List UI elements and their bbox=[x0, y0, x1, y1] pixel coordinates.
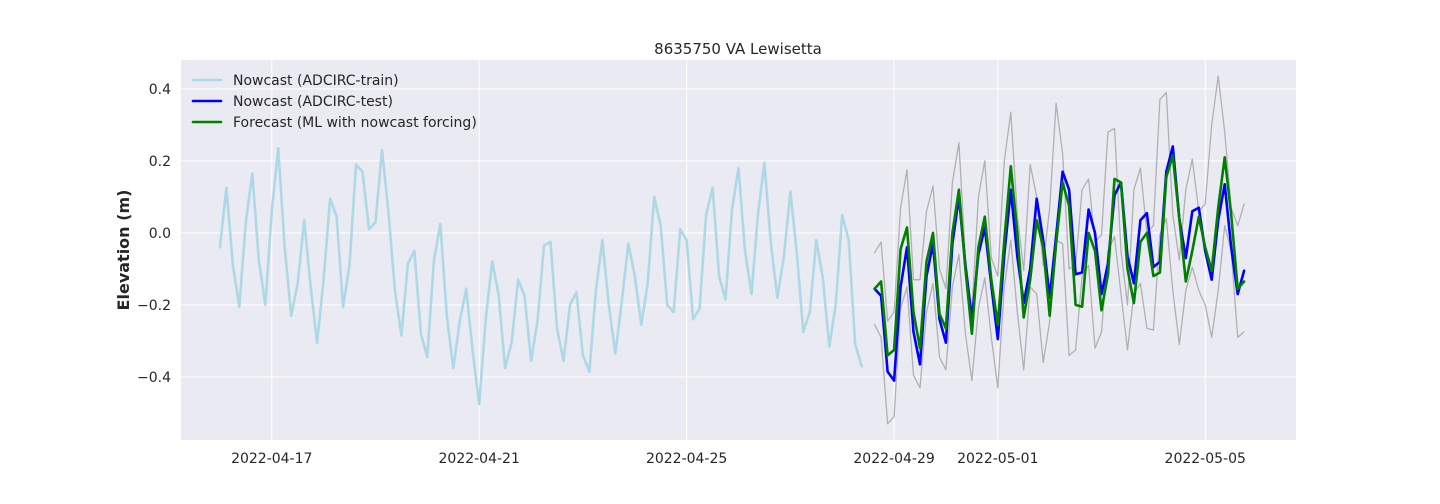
uncertainty-bands bbox=[873, 75, 1245, 425]
legend: Nowcast (ADCIRC-train) Nowcast (ADCIRC-te… bbox=[191, 73, 477, 131]
y-axis-tick-labels: −0.4 −0.2 0.0 0.2 0.4 bbox=[137, 82, 171, 386]
x-tick-label: 2022-05-01 bbox=[957, 451, 1038, 467]
series-lines bbox=[218, 145, 1246, 406]
series-line-forecast-ml-with-nowcast-forcing bbox=[873, 154, 1246, 357]
x-tick-label: 2022-04-29 bbox=[853, 451, 934, 467]
band-upper-line bbox=[873, 75, 1245, 322]
x-tick-label: 2022-05-05 bbox=[1165, 451, 1246, 467]
x-tick-label: 2022-04-17 bbox=[231, 451, 312, 467]
legend-item-forecast-ml-with-nowcast-forcing: Forecast (ML with nowcast forcing) bbox=[191, 115, 477, 131]
legend-item-nowcast-adcirc-train: Nowcast (ADCIRC-train) bbox=[191, 73, 399, 89]
y-tick-label: 0.4 bbox=[149, 82, 171, 98]
legend-label: Nowcast (ADCIRC-train) bbox=[233, 73, 399, 89]
x-tick-label: 2022-04-25 bbox=[646, 451, 727, 467]
chart-title: 8635750 VA Lewisetta bbox=[654, 40, 822, 58]
y-tick-label: −0.2 bbox=[137, 298, 171, 314]
x-tick-label: 2022-04-21 bbox=[439, 451, 520, 467]
legend-label: Forecast (ML with nowcast forcing) bbox=[233, 115, 477, 131]
legend-label: Nowcast (ADCIRC-test) bbox=[233, 94, 393, 110]
x-axis-tick-labels: 2022-04-17 2022-04-21 2022-04-25 2022-04-29… bbox=[231, 451, 1246, 467]
y-axis-label: Elevation (m) bbox=[114, 190, 133, 311]
legend-item-nowcast-adcirc-test: Nowcast (ADCIRC-test) bbox=[191, 94, 393, 110]
band-lower-line bbox=[873, 217, 1245, 425]
y-tick-label: 0.0 bbox=[149, 226, 171, 242]
y-tick-label: −0.4 bbox=[137, 370, 171, 386]
series-line-nowcast-adcirc-train bbox=[218, 146, 864, 406]
y-tick-label: 0.2 bbox=[149, 154, 171, 170]
